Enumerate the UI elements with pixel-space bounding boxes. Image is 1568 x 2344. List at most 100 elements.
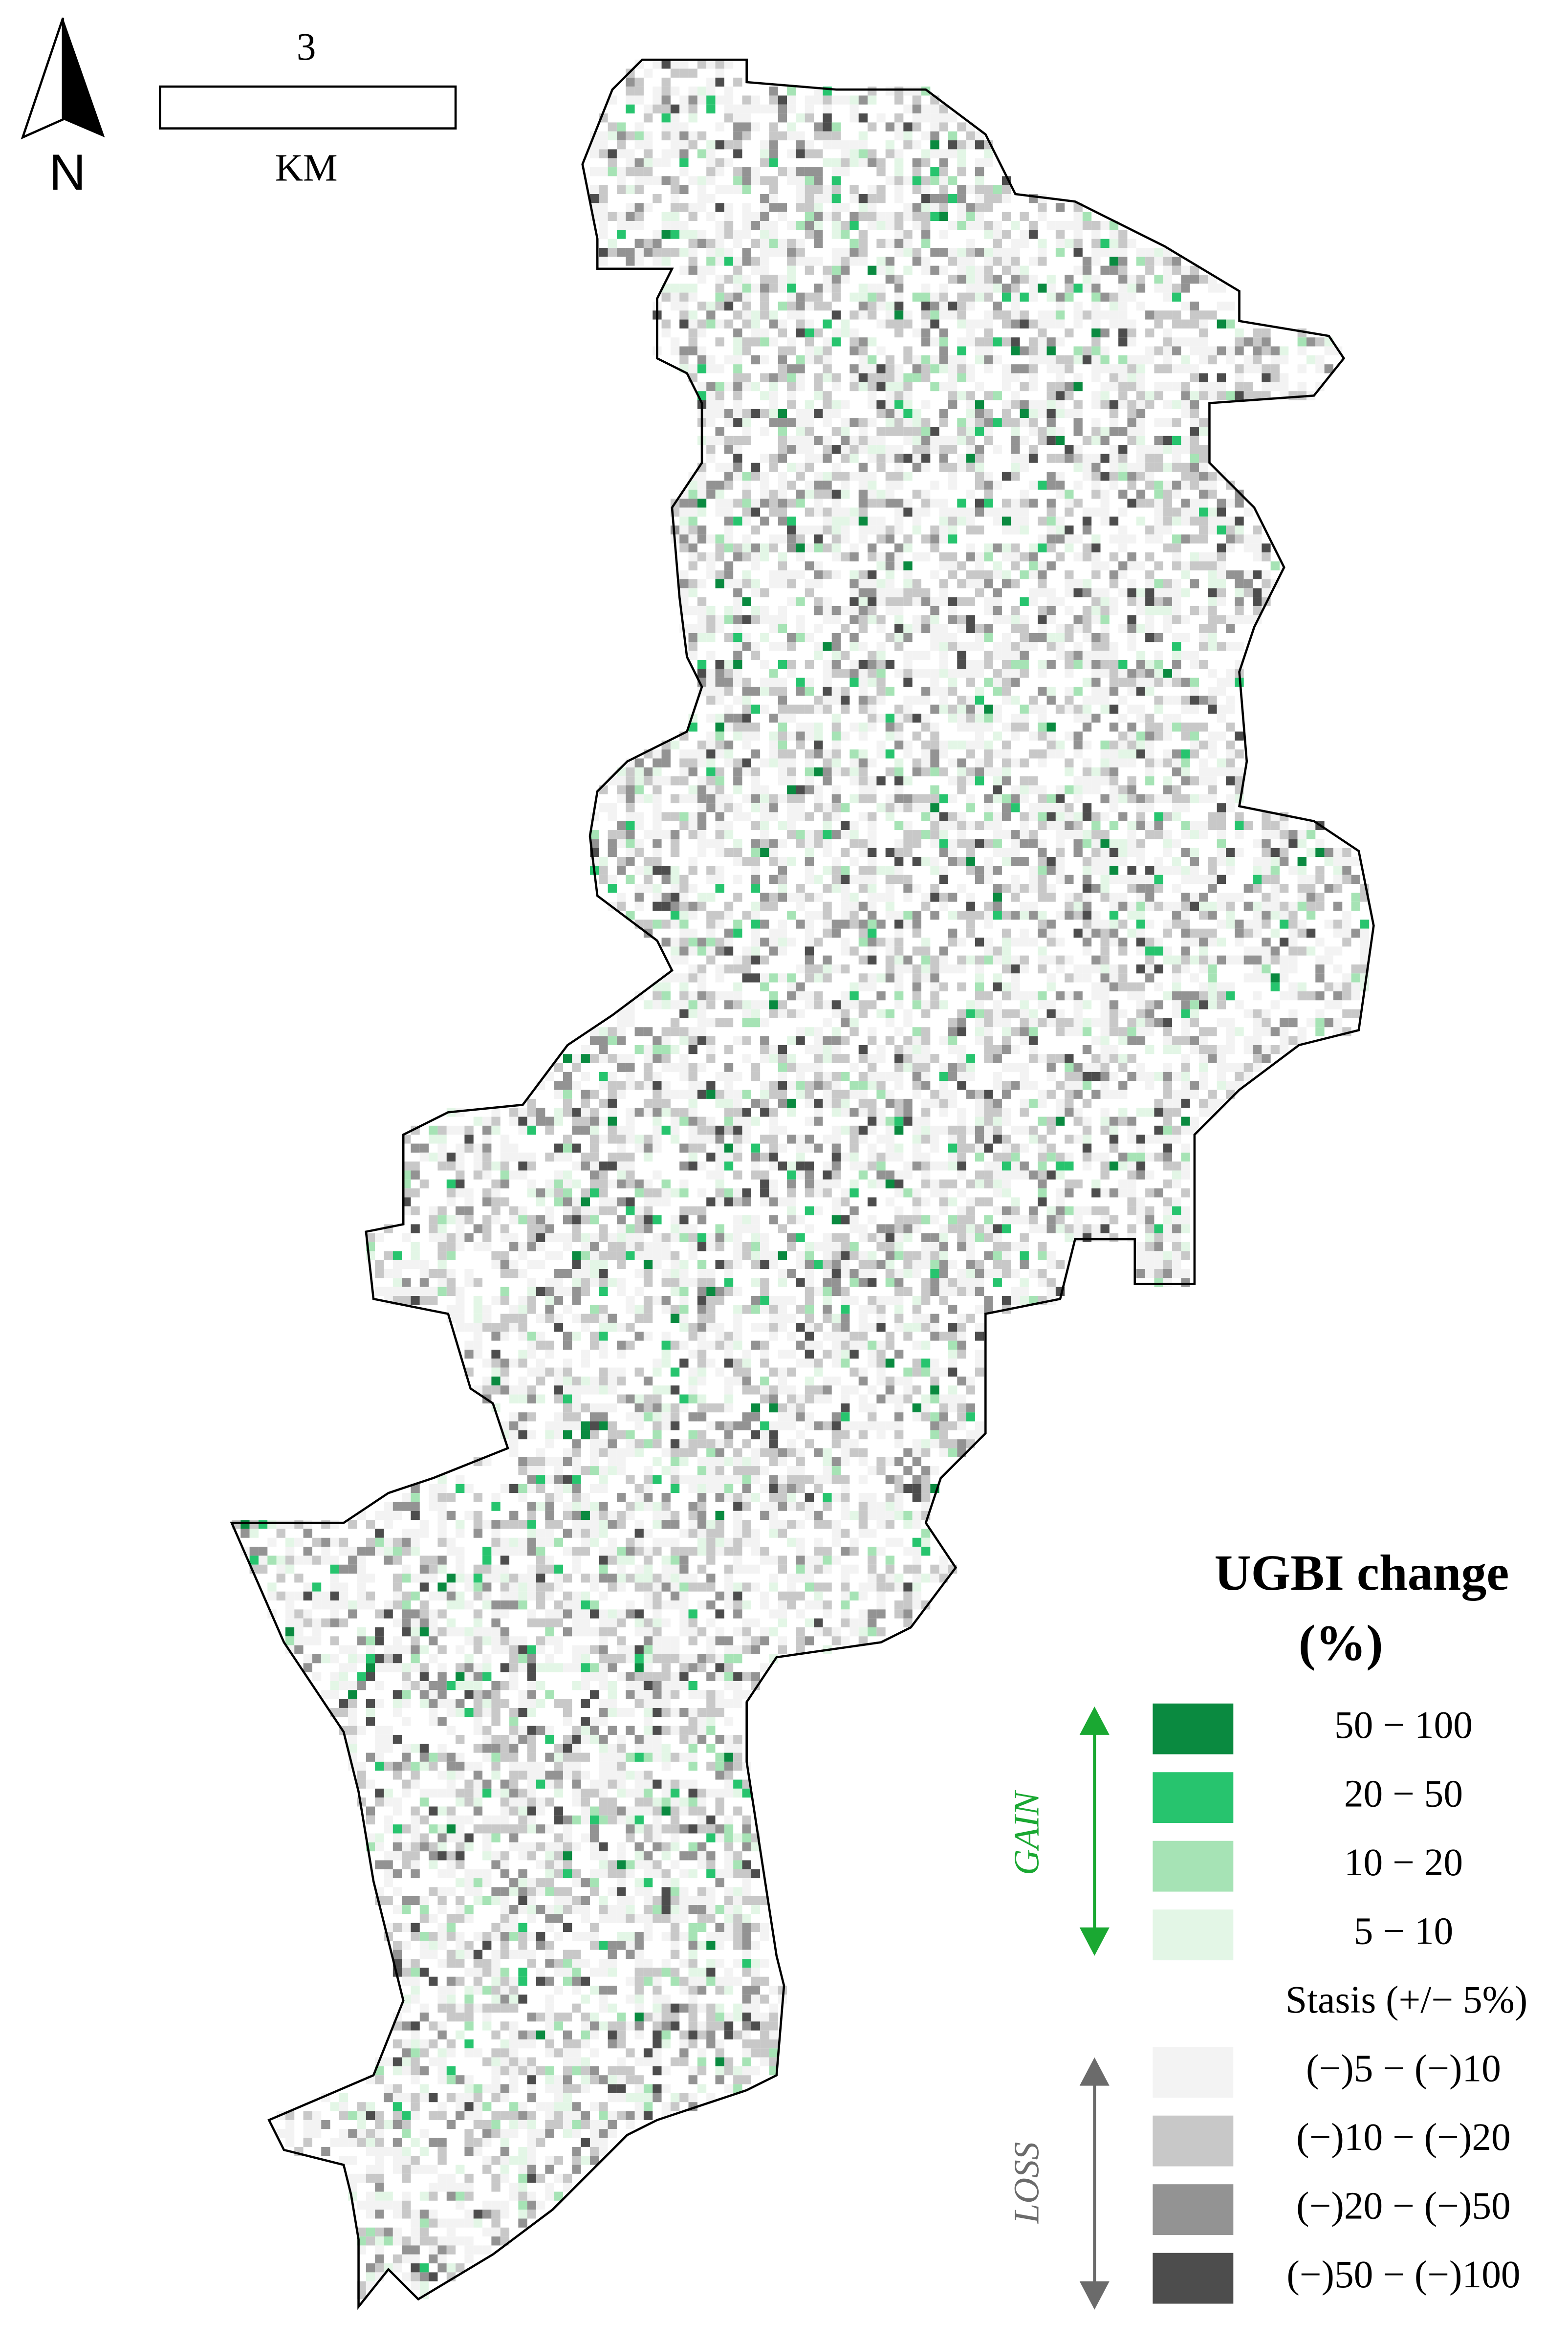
raster-cell (1315, 839, 1325, 848)
raster-cell (796, 247, 805, 257)
raster-cell (1020, 1018, 1029, 1028)
raster-cell (1028, 355, 1038, 365)
raster-cell (1011, 221, 1020, 230)
raster-cell (868, 1125, 877, 1135)
raster-cell (670, 203, 680, 212)
raster-cell (778, 839, 787, 848)
raster-cell (1163, 507, 1173, 517)
raster-cell (1028, 1125, 1038, 1135)
raster-cell (1136, 489, 1146, 499)
raster-cell (1262, 893, 1271, 902)
raster-cell (966, 203, 975, 212)
raster-cell (670, 113, 680, 123)
raster-cell (876, 499, 886, 508)
raster-cell (939, 749, 948, 759)
raster-cell (966, 893, 975, 902)
raster-cell (1163, 830, 1173, 839)
raster-cell (733, 552, 742, 562)
raster-cell (831, 686, 841, 696)
raster-cell (697, 328, 707, 338)
raster-cell (616, 212, 626, 221)
raster-cell (778, 659, 787, 669)
raster-cell (1002, 928, 1011, 938)
raster-cell (796, 543, 805, 553)
raster-cell (1270, 911, 1280, 920)
raster-cell (984, 247, 993, 257)
raster-cell (930, 526, 939, 535)
raster-cell (858, 669, 868, 678)
raster-cell (1217, 1018, 1226, 1028)
raster-cell (966, 740, 975, 750)
raster-cell (1118, 731, 1128, 741)
raster-cell (1073, 1000, 1083, 1009)
raster-cell (778, 973, 787, 983)
raster-cell (1342, 920, 1351, 929)
raster-cell (885, 1135, 895, 1144)
raster-cell (1199, 606, 1208, 615)
raster-cell (939, 418, 948, 427)
raster-cell (778, 731, 787, 741)
raster-cell (805, 964, 814, 974)
raster-cell (715, 920, 724, 929)
raster-cell (876, 597, 886, 606)
raster-cell (733, 543, 742, 553)
raster-cell (849, 723, 859, 732)
raster-cell (1208, 597, 1217, 606)
raster-cell (778, 615, 787, 624)
raster-cell (1028, 337, 1038, 347)
raster-cell (975, 319, 984, 329)
raster-cell (1208, 767, 1217, 777)
raster-cell (653, 1036, 662, 1045)
raster-cell (1127, 642, 1136, 651)
raster-cell (1163, 400, 1173, 409)
raster-cell (868, 1072, 877, 1081)
raster-cell (921, 292, 931, 302)
raster-cell (679, 1072, 689, 1081)
raster-cell (1217, 938, 1226, 947)
raster-cell (796, 499, 805, 508)
raster-cell (742, 543, 751, 553)
raster-cell (894, 516, 904, 526)
raster-cell (661, 1090, 671, 1099)
raster-cell (939, 212, 948, 221)
raster-cell (876, 1054, 886, 1063)
raster-cell (894, 991, 904, 1001)
raster-cell (1038, 803, 1047, 812)
raster-cell (858, 382, 868, 392)
raster-cell (787, 991, 796, 1001)
raster-cell (805, 920, 814, 929)
raster-cell (948, 1063, 958, 1072)
raster-cell (787, 373, 796, 382)
raster-cell (823, 445, 832, 454)
raster-cell (751, 1000, 761, 1009)
raster-cell (1163, 1072, 1173, 1081)
raster-cell (1073, 454, 1083, 463)
raster-cell (930, 1098, 939, 1108)
raster-cell (1046, 274, 1056, 284)
raster-cell (984, 257, 993, 266)
raster-cell (1297, 839, 1307, 848)
raster-cell (760, 606, 769, 615)
raster-cell (1046, 812, 1056, 821)
raster-cell (679, 149, 689, 158)
raster-cell (1038, 669, 1047, 678)
raster-cell (1136, 678, 1146, 687)
raster-cell (1011, 274, 1020, 284)
raster-cell (1091, 696, 1101, 705)
raster-cell (939, 409, 948, 418)
raster-cell (769, 203, 778, 212)
raster-cell (1136, 364, 1146, 373)
raster-cell (1235, 830, 1244, 839)
raster-cell (805, 686, 814, 696)
raster-cell (706, 678, 716, 687)
raster-cell (688, 68, 697, 78)
raster-cell (1163, 292, 1173, 302)
raster-cell (805, 893, 814, 902)
raster-cell (742, 472, 751, 481)
raster-cell (823, 911, 832, 920)
raster-cell (626, 1054, 635, 1063)
raster-cell (661, 319, 671, 329)
raster-cell (868, 122, 877, 131)
raster-cell (1109, 794, 1119, 804)
raster-cell (1046, 1054, 1056, 1063)
